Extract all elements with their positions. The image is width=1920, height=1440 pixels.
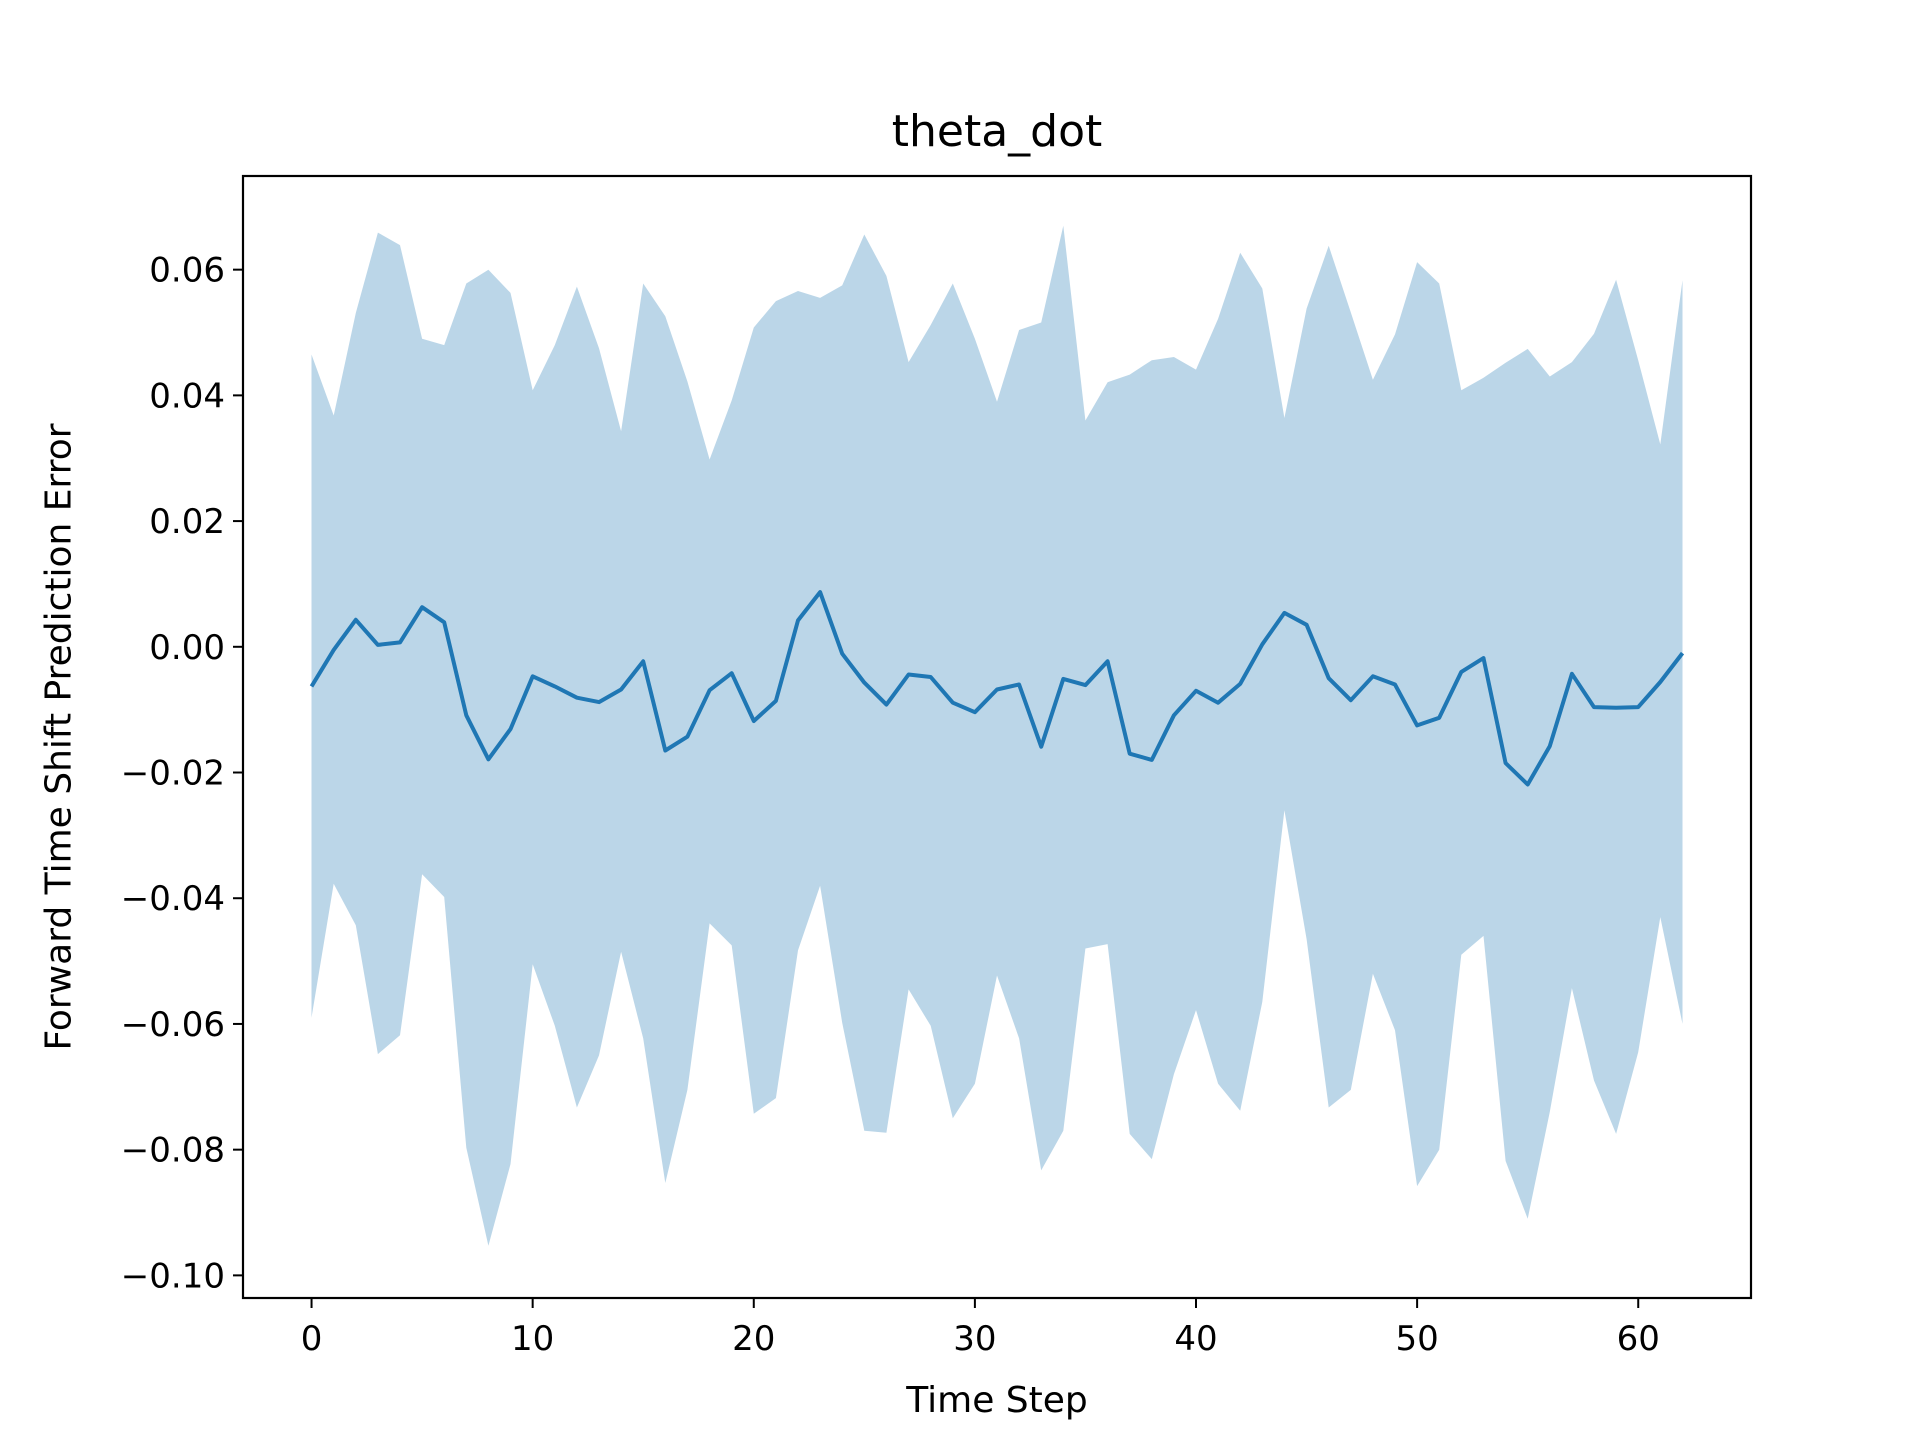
data-point — [1150, 758, 1154, 762]
data-point — [862, 681, 866, 685]
data-point — [1459, 670, 1463, 674]
data-point — [663, 749, 667, 753]
data-point — [531, 674, 535, 678]
data-point — [597, 700, 601, 704]
data-point — [1437, 716, 1441, 720]
mean-line — [309, 590, 1685, 787]
y-axis: −0.10 −0.08 −0.06 −0.04 −0.02 0.00 0.02 0.04 0.0… — [121, 251, 243, 1296]
data-point — [1282, 611, 1286, 615]
data-point — [641, 659, 645, 663]
y-axis-label: Forward Time Shift Prediction Error — [39, 423, 80, 1050]
data-point — [1194, 689, 1198, 693]
data-point — [332, 648, 336, 652]
data-point — [442, 620, 446, 624]
data-point — [818, 590, 822, 594]
data-point — [1592, 705, 1596, 709]
data-point — [884, 703, 888, 707]
data-point — [1504, 761, 1508, 765]
y-tick-label: 0.02 — [149, 502, 225, 542]
data-point — [1636, 705, 1640, 709]
x-tick-label: 10 — [511, 1319, 554, 1359]
y-tick-label: 0.06 — [149, 251, 225, 291]
data-point — [1548, 744, 1552, 748]
y-tick-label: −0.08 — [121, 1131, 225, 1171]
data-point — [509, 727, 513, 731]
y-tick-label: −0.04 — [121, 879, 225, 919]
data-point — [796, 618, 800, 622]
data-point — [1681, 651, 1685, 655]
data-point — [486, 757, 490, 761]
data-point — [354, 618, 358, 622]
error-band — [311, 225, 1683, 1246]
data-point — [1260, 642, 1264, 646]
data-point — [973, 710, 977, 714]
y-tick-label: −0.10 — [121, 1256, 225, 1296]
data-point — [1658, 680, 1662, 684]
y-tick-label: −0.06 — [121, 1005, 225, 1045]
y-tick-label: 0.00 — [149, 628, 225, 668]
data-point — [1327, 676, 1331, 680]
data-point — [1614, 706, 1618, 710]
data-point — [708, 688, 712, 692]
data-point — [1238, 682, 1242, 686]
data-point — [398, 640, 402, 644]
data-point — [1393, 683, 1397, 687]
data-point — [907, 673, 911, 677]
data-point — [1482, 656, 1486, 660]
data-point — [752, 719, 756, 723]
x-tick-label: 0 — [301, 1319, 323, 1359]
data-point — [575, 696, 579, 700]
x-tick-label: 40 — [1174, 1319, 1217, 1359]
data-point — [553, 684, 557, 688]
x-tick-label: 20 — [732, 1319, 775, 1359]
data-point — [1305, 623, 1309, 627]
data-point — [1526, 783, 1530, 787]
y-tick-label: −0.02 — [121, 754, 225, 794]
data-point — [1128, 752, 1132, 756]
data-point — [995, 688, 999, 692]
data-point — [376, 643, 380, 647]
data-point — [1172, 713, 1176, 717]
data-point — [619, 688, 623, 692]
data-point — [1570, 672, 1574, 676]
data-point — [464, 713, 468, 717]
data-point — [1039, 745, 1043, 749]
x-axis: 0 10 20 30 40 50 60 — [301, 1298, 1660, 1359]
x-tick-label: 50 — [1395, 1319, 1438, 1359]
data-point — [310, 684, 314, 688]
x-axis-label: Time Step — [905, 1380, 1088, 1421]
data-point — [929, 675, 933, 679]
data-point — [1415, 723, 1419, 727]
plot-area — [309, 225, 1685, 1246]
data-point — [685, 735, 689, 739]
data-point — [1017, 683, 1021, 687]
chart-title: theta_dot — [892, 106, 1103, 157]
data-point — [1106, 659, 1110, 663]
y-tick-label: 0.04 — [149, 376, 225, 416]
data-point — [774, 699, 778, 703]
data-point — [420, 605, 424, 609]
data-point — [1349, 698, 1353, 702]
data-point — [1083, 683, 1087, 687]
data-point — [730, 671, 734, 675]
data-point — [1371, 674, 1375, 678]
data-point — [1061, 677, 1065, 681]
data-point — [1216, 701, 1220, 705]
data-point — [951, 701, 955, 705]
axes-frame — [241, 174, 1753, 1300]
data-point — [840, 652, 844, 656]
x-tick-label: 60 — [1617, 1319, 1660, 1359]
x-tick-label: 30 — [953, 1319, 996, 1359]
